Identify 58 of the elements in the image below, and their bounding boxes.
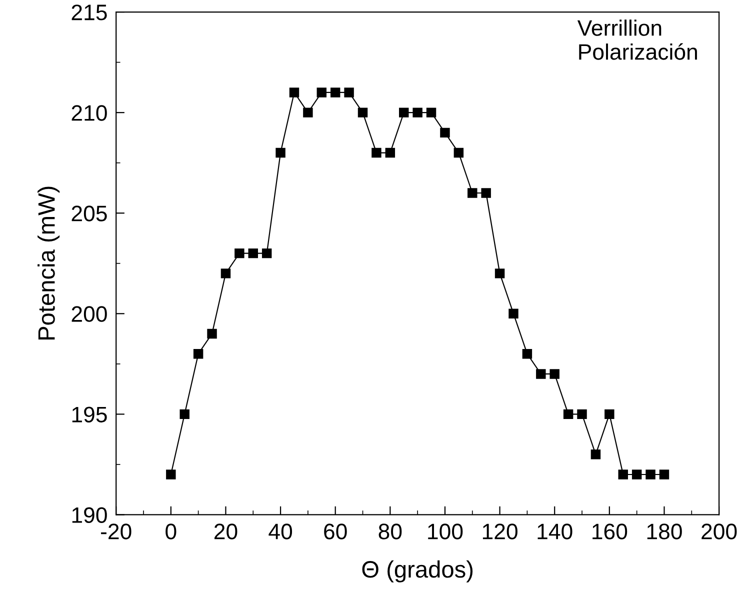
- y-tick-label: 215: [72, 4, 107, 20]
- point: [590, 450, 601, 460]
- point: [454, 148, 464, 158]
- y-tick-label: 190: [72, 507, 107, 523]
- point: [632, 470, 642, 480]
- point: [166, 470, 176, 480]
- point: [604, 409, 614, 420]
- point: [276, 148, 286, 158]
- y-tick-label: 195: [72, 406, 107, 422]
- point: [180, 409, 190, 420]
- point: [234, 248, 244, 258]
- point: [550, 369, 560, 379]
- point: [303, 108, 313, 118]
- point: [289, 88, 300, 98]
- x-tick-label: 0: [166, 524, 176, 540]
- x-tick-label: 200: [702, 524, 737, 540]
- x-tick-label: 100: [428, 524, 463, 540]
- x-tick-label: 40: [268, 524, 292, 540]
- point: [330, 88, 340, 98]
- point: [412, 108, 422, 118]
- x-tick-label: 160: [592, 524, 628, 540]
- point: [522, 348, 532, 359]
- point: [577, 409, 587, 420]
- x-tick-label: -20: [101, 524, 132, 540]
- point: [207, 328, 217, 339]
- point: [440, 128, 450, 138]
- point: [248, 248, 258, 258]
- point: [494, 268, 505, 278]
- point: [316, 88, 327, 98]
- x-tick-label: 180: [647, 524, 682, 540]
- point: [399, 108, 409, 118]
- point: [481, 188, 491, 198]
- x-tick-label: 140: [538, 524, 572, 540]
- point: [468, 188, 478, 198]
- x-tick-label: 80: [378, 524, 402, 540]
- x-tick-label: 120: [482, 524, 518, 540]
- point: [385, 148, 396, 158]
- point: [508, 308, 518, 319]
- y-axis-title: Potencia (mW): [38, 186, 60, 340]
- point: [646, 470, 656, 480]
- y-tick-label: 200: [72, 306, 107, 322]
- point: [618, 470, 628, 480]
- y-tick-label: 205: [72, 206, 107, 222]
- point: [193, 348, 204, 359]
- x-axis-title: Θ (grados): [362, 560, 473, 582]
- point: [262, 248, 272, 258]
- point: [220, 268, 231, 278]
- x-tick-label: 20: [214, 524, 238, 540]
- x-tick-label: 60: [324, 524, 347, 540]
- point: [536, 369, 546, 379]
- point: [358, 108, 368, 118]
- point: [659, 470, 670, 480]
- y-tick-label: 210: [72, 105, 107, 121]
- point: [426, 108, 436, 118]
- point: [372, 148, 382, 158]
- annotation: Verrillion Polarización: [577, 20, 697, 60]
- point: [563, 409, 574, 420]
- point: [344, 88, 354, 98]
